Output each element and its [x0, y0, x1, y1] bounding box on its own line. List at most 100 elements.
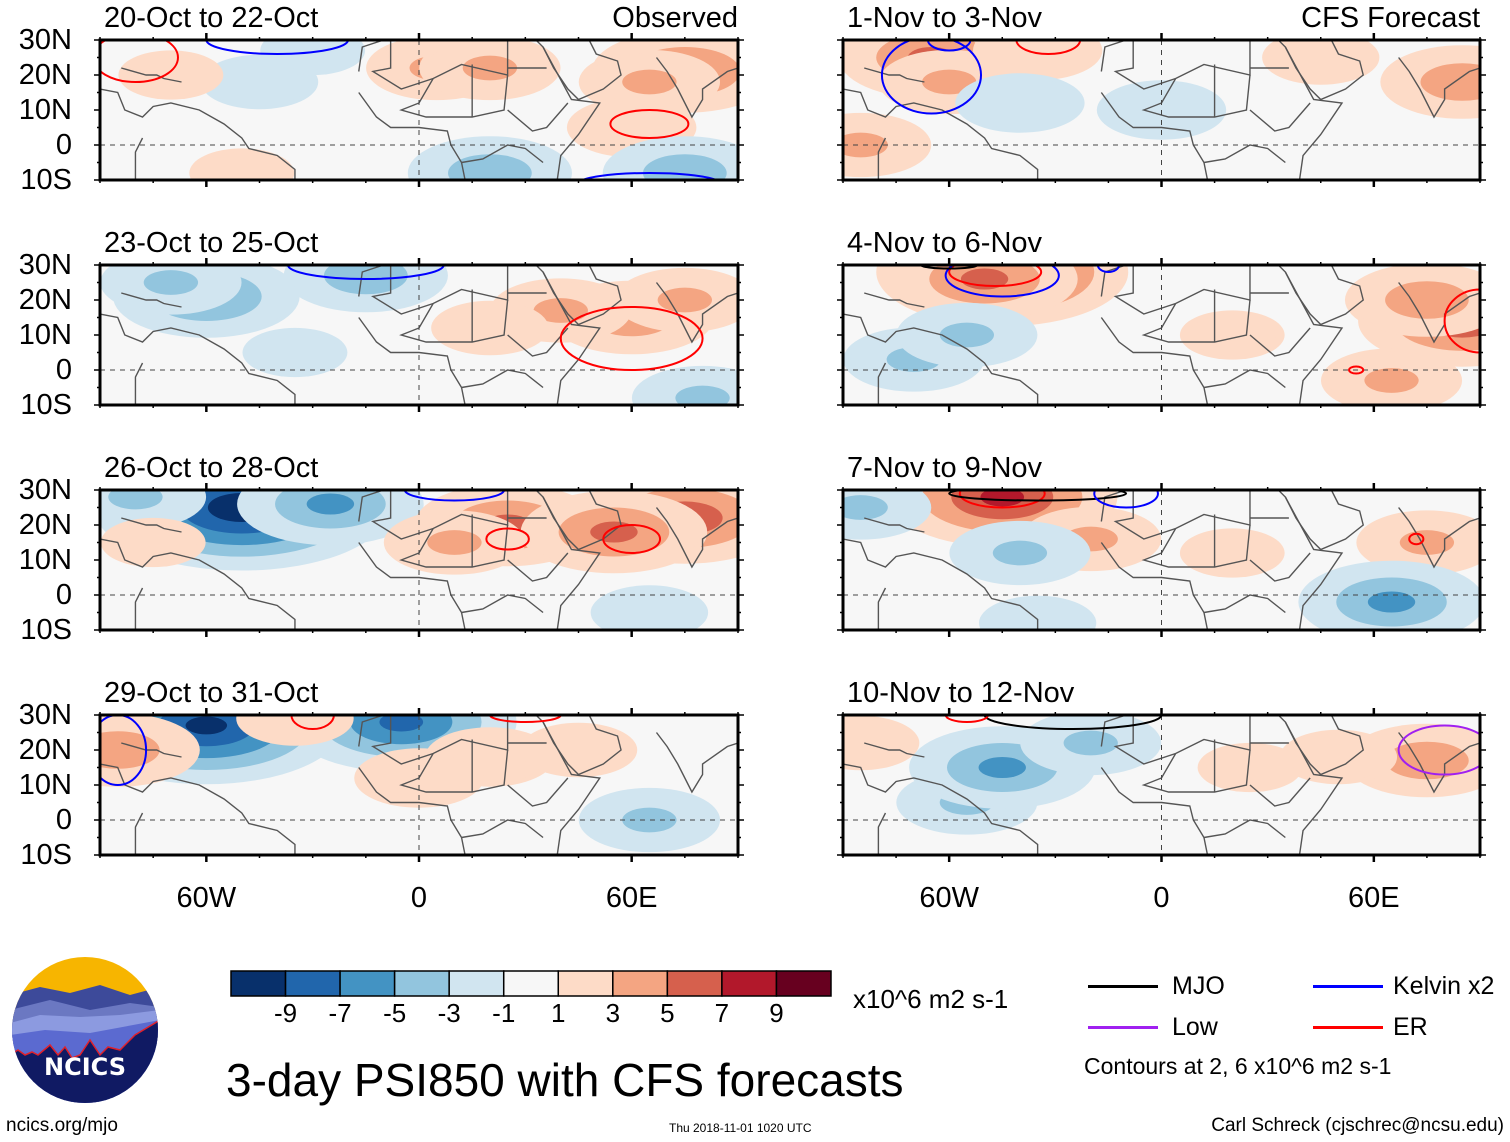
map-panel [837, 33, 1486, 187]
coastline [864, 742, 925, 758]
anomaly-blob [987, 599, 1089, 630]
legend-low-line [1088, 1026, 1158, 1029]
coastline [1113, 715, 1251, 765]
colorbar-tick-label: 5 [660, 998, 675, 1028]
colorbar-tick-label: -3 [437, 998, 461, 1028]
anomaly-blob [843, 719, 912, 767]
lat-tick-label: 10S [20, 839, 72, 871]
anomaly-blob [439, 304, 541, 352]
anomaly-blob [268, 40, 357, 72]
anomaly-blob [1367, 591, 1416, 613]
lat-tick-label: 10N [18, 319, 72, 351]
coastline [100, 538, 296, 630]
coastline [461, 369, 544, 389]
contour-er [1408, 532, 1425, 546]
contour-mjo [983, 715, 1163, 730]
anomaly-blob [980, 40, 1095, 77]
coastline [461, 144, 544, 164]
lat-tick-label: 10S [20, 164, 72, 196]
lat-tick-label: 30N [18, 24, 72, 56]
anomaly-blob [1385, 741, 1469, 780]
contour-er [944, 715, 990, 723]
timestamp: Thu 2018-11-01 1020 UTC [669, 1121, 812, 1135]
anomaly-blob [657, 287, 713, 313]
contour-mjo [948, 490, 1128, 502]
map-panel [94, 33, 744, 187]
contour-kelvin-x2 [944, 265, 1060, 298]
panel-title: 10-Nov to 12-Nov [847, 677, 1075, 709]
coastline [1284, 490, 1365, 551]
anomaly-blob [198, 152, 286, 180]
ncics-logo[interactable]: NCICS [10, 955, 160, 1105]
anomaly-blob [533, 298, 588, 323]
coastline [542, 715, 622, 776]
anomaly-blob [1364, 368, 1419, 393]
contour-kelvin-x2 [205, 40, 350, 55]
map-panel [837, 708, 1486, 862]
lon-tick-label: 0 [410, 882, 428, 914]
anomaly-blob [251, 331, 339, 374]
anomaly-blob [1287, 733, 1389, 781]
coastline [655, 732, 738, 794]
coastline [655, 282, 738, 344]
anomaly-blob [980, 490, 1025, 507]
coastline [121, 517, 182, 533]
coastline [864, 517, 925, 533]
anomaly-blob [427, 530, 482, 555]
anomaly-blob [962, 76, 1078, 130]
coastline [843, 313, 1039, 405]
coastline [100, 88, 296, 180]
coastline [877, 362, 887, 405]
map-panel [94, 708, 744, 862]
lat-tick-label: 0 [55, 804, 72, 836]
colorbar-units: x10^6 m2 s-1 [853, 984, 1009, 1014]
coastline [843, 763, 1039, 855]
coastline [358, 92, 466, 180]
map-panel [837, 258, 1486, 412]
website-link[interactable]: ncics.org/mjo [6, 1115, 118, 1136]
colorbar [230, 970, 832, 997]
coastline [507, 102, 569, 132]
coastline [1113, 40, 1251, 90]
lon-tick-label: 60E [1348, 882, 1400, 914]
anomaly-blob [675, 385, 730, 405]
contour-er [609, 109, 690, 139]
coastline [1398, 732, 1480, 794]
legend-low-label: Low [1172, 1013, 1218, 1041]
colorbar-tick-label: 1 [551, 998, 566, 1028]
anomaly-blob [843, 495, 888, 520]
anomaly-blob [127, 54, 215, 96]
contour-kelvin-x2 [580, 172, 719, 180]
anomaly-blob [527, 726, 630, 774]
author-credit: Carl Schreck (cjschrec@ncsu.edu) [1211, 1115, 1504, 1136]
lat-tick-label: 10N [18, 544, 72, 576]
lat-tick-label: 10S [20, 614, 72, 646]
lat-tick-label: 10N [18, 769, 72, 801]
coastline [358, 542, 466, 630]
coastline [1100, 767, 1209, 855]
coastline [1398, 507, 1480, 569]
anomaly-blob [622, 69, 677, 95]
coastline [507, 777, 569, 807]
lon-tick-label: 0 [1153, 882, 1170, 914]
anomaly-blob [1188, 314, 1276, 356]
coastline [134, 812, 144, 855]
anomaly-blob [622, 807, 677, 833]
lat-tick-label: 20N [18, 59, 72, 91]
coastline [1203, 594, 1286, 614]
anomaly-blob [978, 757, 1026, 778]
lat-tick-label: 30N [18, 474, 72, 506]
colorbar-tick-label: 7 [714, 998, 730, 1028]
lon-tick-label: 60W [919, 882, 979, 914]
chart-title: 3-day PSI850 with CFS forecasts [226, 1054, 904, 1106]
coastline [843, 88, 1039, 180]
coastline [1249, 102, 1311, 132]
lat-tick-label: 0 [55, 354, 72, 386]
colorbar-segment [448, 970, 505, 997]
lat-tick-label: 0 [55, 579, 72, 611]
contour-kelvin-x2 [1093, 490, 1159, 509]
lat-tick-label: 20N [18, 734, 72, 766]
coastline [371, 40, 509, 90]
colorbar-tick-label: -1 [492, 998, 516, 1028]
colorbar-segment [339, 970, 396, 997]
